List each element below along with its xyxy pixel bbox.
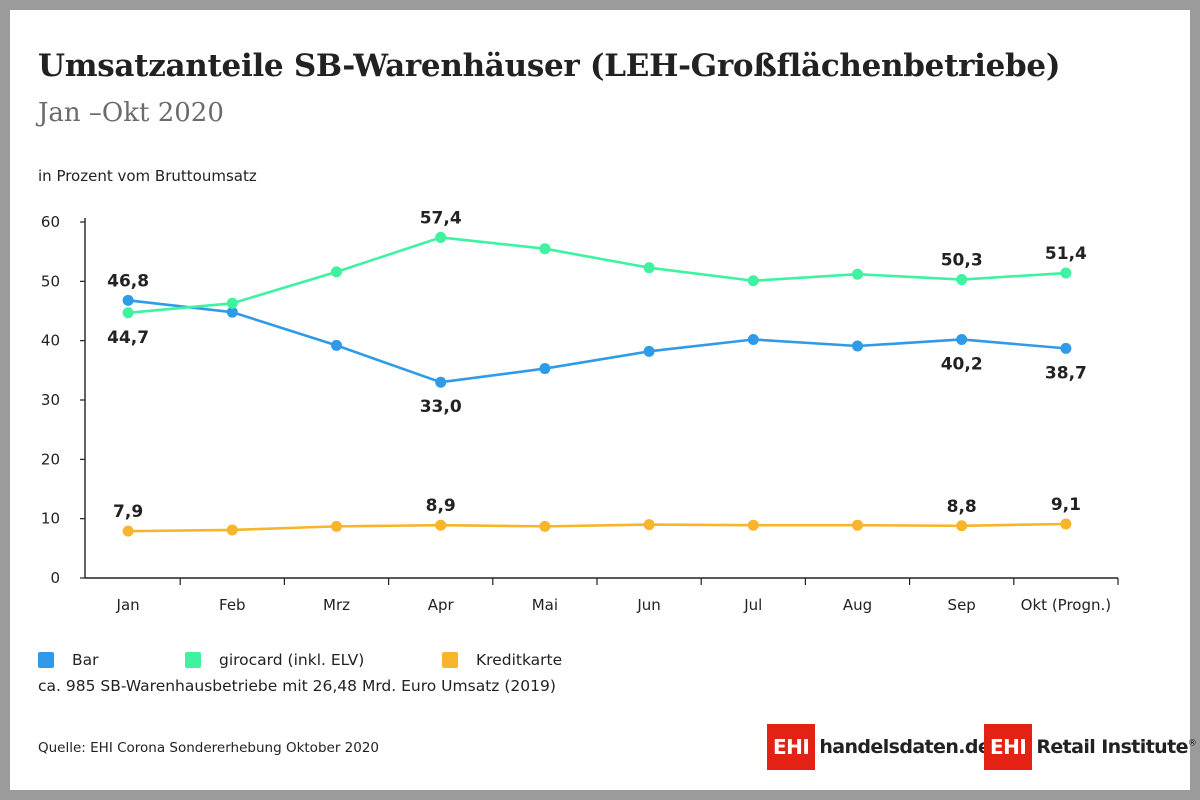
footnote: ca. 985 SB-Warenhausbetriebe mit 26,48 M… xyxy=(38,677,556,695)
x-tick-label: Sep xyxy=(948,596,976,614)
chart-subtitle: Jan –Okt 2020 xyxy=(38,98,224,128)
data-point xyxy=(435,519,447,531)
data-label: 50,3 xyxy=(941,251,983,271)
data-point xyxy=(747,275,759,287)
legend-label-kreditkarte: Kreditkarte xyxy=(476,651,563,669)
data-point xyxy=(331,520,342,532)
data-point xyxy=(1060,342,1072,354)
data-point xyxy=(122,307,134,319)
data-point xyxy=(331,339,342,351)
data-point xyxy=(643,262,655,274)
legend-label-girocard: girocard (inkl. ELV) xyxy=(219,651,365,669)
data-point xyxy=(226,524,238,536)
data-point xyxy=(852,519,863,531)
data-label: 7,9 xyxy=(113,502,143,522)
data-point xyxy=(852,340,863,352)
registered-mark: ® xyxy=(1187,738,1197,749)
data-label: 51,4 xyxy=(1045,244,1087,264)
data-point xyxy=(122,525,134,537)
ehi-logo-box: EHI xyxy=(767,724,816,770)
x-tick-label: Jul xyxy=(743,596,762,614)
y-tick-label: 0 xyxy=(50,569,60,587)
data-point xyxy=(539,520,551,532)
series-line xyxy=(127,236,1066,315)
data-point xyxy=(1060,518,1072,530)
data-point xyxy=(122,294,134,306)
data-point xyxy=(539,363,551,375)
data-point xyxy=(539,243,551,255)
series-1: 44,7 57,4 50,3 51,4 xyxy=(107,208,1087,347)
y-tick-label: 50 xyxy=(41,272,60,290)
y-tick-label: 20 xyxy=(41,450,60,468)
ehi-logo-box-2: EHI xyxy=(984,724,1033,770)
x-tick-label: Aug xyxy=(843,596,872,614)
y-tick-label: 10 xyxy=(41,510,60,528)
data-point xyxy=(226,297,238,309)
data-point xyxy=(956,333,968,345)
data-label: 8,8 xyxy=(947,497,977,517)
y-tick-label: 60 xyxy=(41,213,60,231)
x-tick-label: Apr xyxy=(428,596,455,614)
legend-item-bar: Bar xyxy=(38,651,185,669)
y-axis-unit-label: in Prozent vom Bruttoumsatz xyxy=(38,167,257,185)
legend-item-kreditkarte: Kreditkarte xyxy=(442,651,562,669)
data-point xyxy=(643,519,655,531)
series-line xyxy=(127,299,1067,384)
series-line xyxy=(128,522,1066,533)
x-tick-label: Jan xyxy=(116,596,140,614)
handelsdaten-logo: EHI handelsdaten.de xyxy=(767,724,991,770)
x-tick-label: Jun xyxy=(636,596,660,614)
x-tick-label: Mrz xyxy=(323,596,350,614)
x-tick-label: Okt (Progn.) xyxy=(1021,596,1111,614)
data-point xyxy=(331,266,342,278)
legend-item-girocard: girocard (inkl. ELV) xyxy=(185,651,442,669)
retail-institute-logo: EHI Retail Institute® xyxy=(984,724,1197,770)
retail-institute-logo-text: Retail Institute® xyxy=(1036,736,1197,758)
retail-institute-text: Retail Institute xyxy=(1036,736,1188,758)
data-point xyxy=(747,333,759,345)
data-label: 46,8 xyxy=(107,271,149,291)
series-2: 7,9 8,9 8,8 9,1 xyxy=(113,495,1081,537)
legend-swatch-girocard xyxy=(185,652,201,668)
data-point xyxy=(435,376,447,388)
y-tick-label: 30 xyxy=(41,391,60,409)
data-label: 57,4 xyxy=(420,208,462,228)
data-point xyxy=(226,306,238,318)
legend-swatch-bar xyxy=(38,652,54,668)
data-point xyxy=(435,231,447,243)
data-point xyxy=(956,274,968,286)
data-point xyxy=(747,519,759,531)
legend: Bar girocard (inkl. ELV) Kreditkarte xyxy=(38,651,562,669)
data-label: 38,7 xyxy=(1045,363,1087,383)
legend-label-bar: Bar xyxy=(72,651,99,669)
chart-card: Umsatzanteile SB-Warenhäuser (LEH-Großfl… xyxy=(10,10,1197,790)
x-tick-label: Feb xyxy=(219,596,246,614)
handelsdaten-logo-text: handelsdaten.de xyxy=(819,736,991,758)
data-label: 33,0 xyxy=(420,397,462,417)
y-tick-label: 40 xyxy=(41,332,60,350)
data-label: 9,1 xyxy=(1051,495,1081,515)
data-point xyxy=(643,345,655,357)
data-label: 40,2 xyxy=(941,354,983,374)
x-tick-label: Mai xyxy=(532,596,558,614)
data-label: 8,9 xyxy=(426,496,456,516)
data-point xyxy=(852,268,863,280)
series-0: 46,8 33,0 40,2 38,7 xyxy=(107,271,1087,417)
data-label: 44,7 xyxy=(107,328,149,348)
data-point xyxy=(956,520,968,532)
chart-title: Umsatzanteile SB-Warenhäuser (LEH-Großfl… xyxy=(38,48,1061,84)
data-point xyxy=(1060,267,1072,279)
source-note: Quelle: EHI Corona Sondererhebung Oktobe… xyxy=(38,740,380,756)
legend-swatch-kreditkarte xyxy=(442,652,458,668)
line-chart: 0 10 20 30 40 50 60 Jan Feb Mrz Apr Mai Jun Jul Aug Sep… xyxy=(41,208,1119,614)
